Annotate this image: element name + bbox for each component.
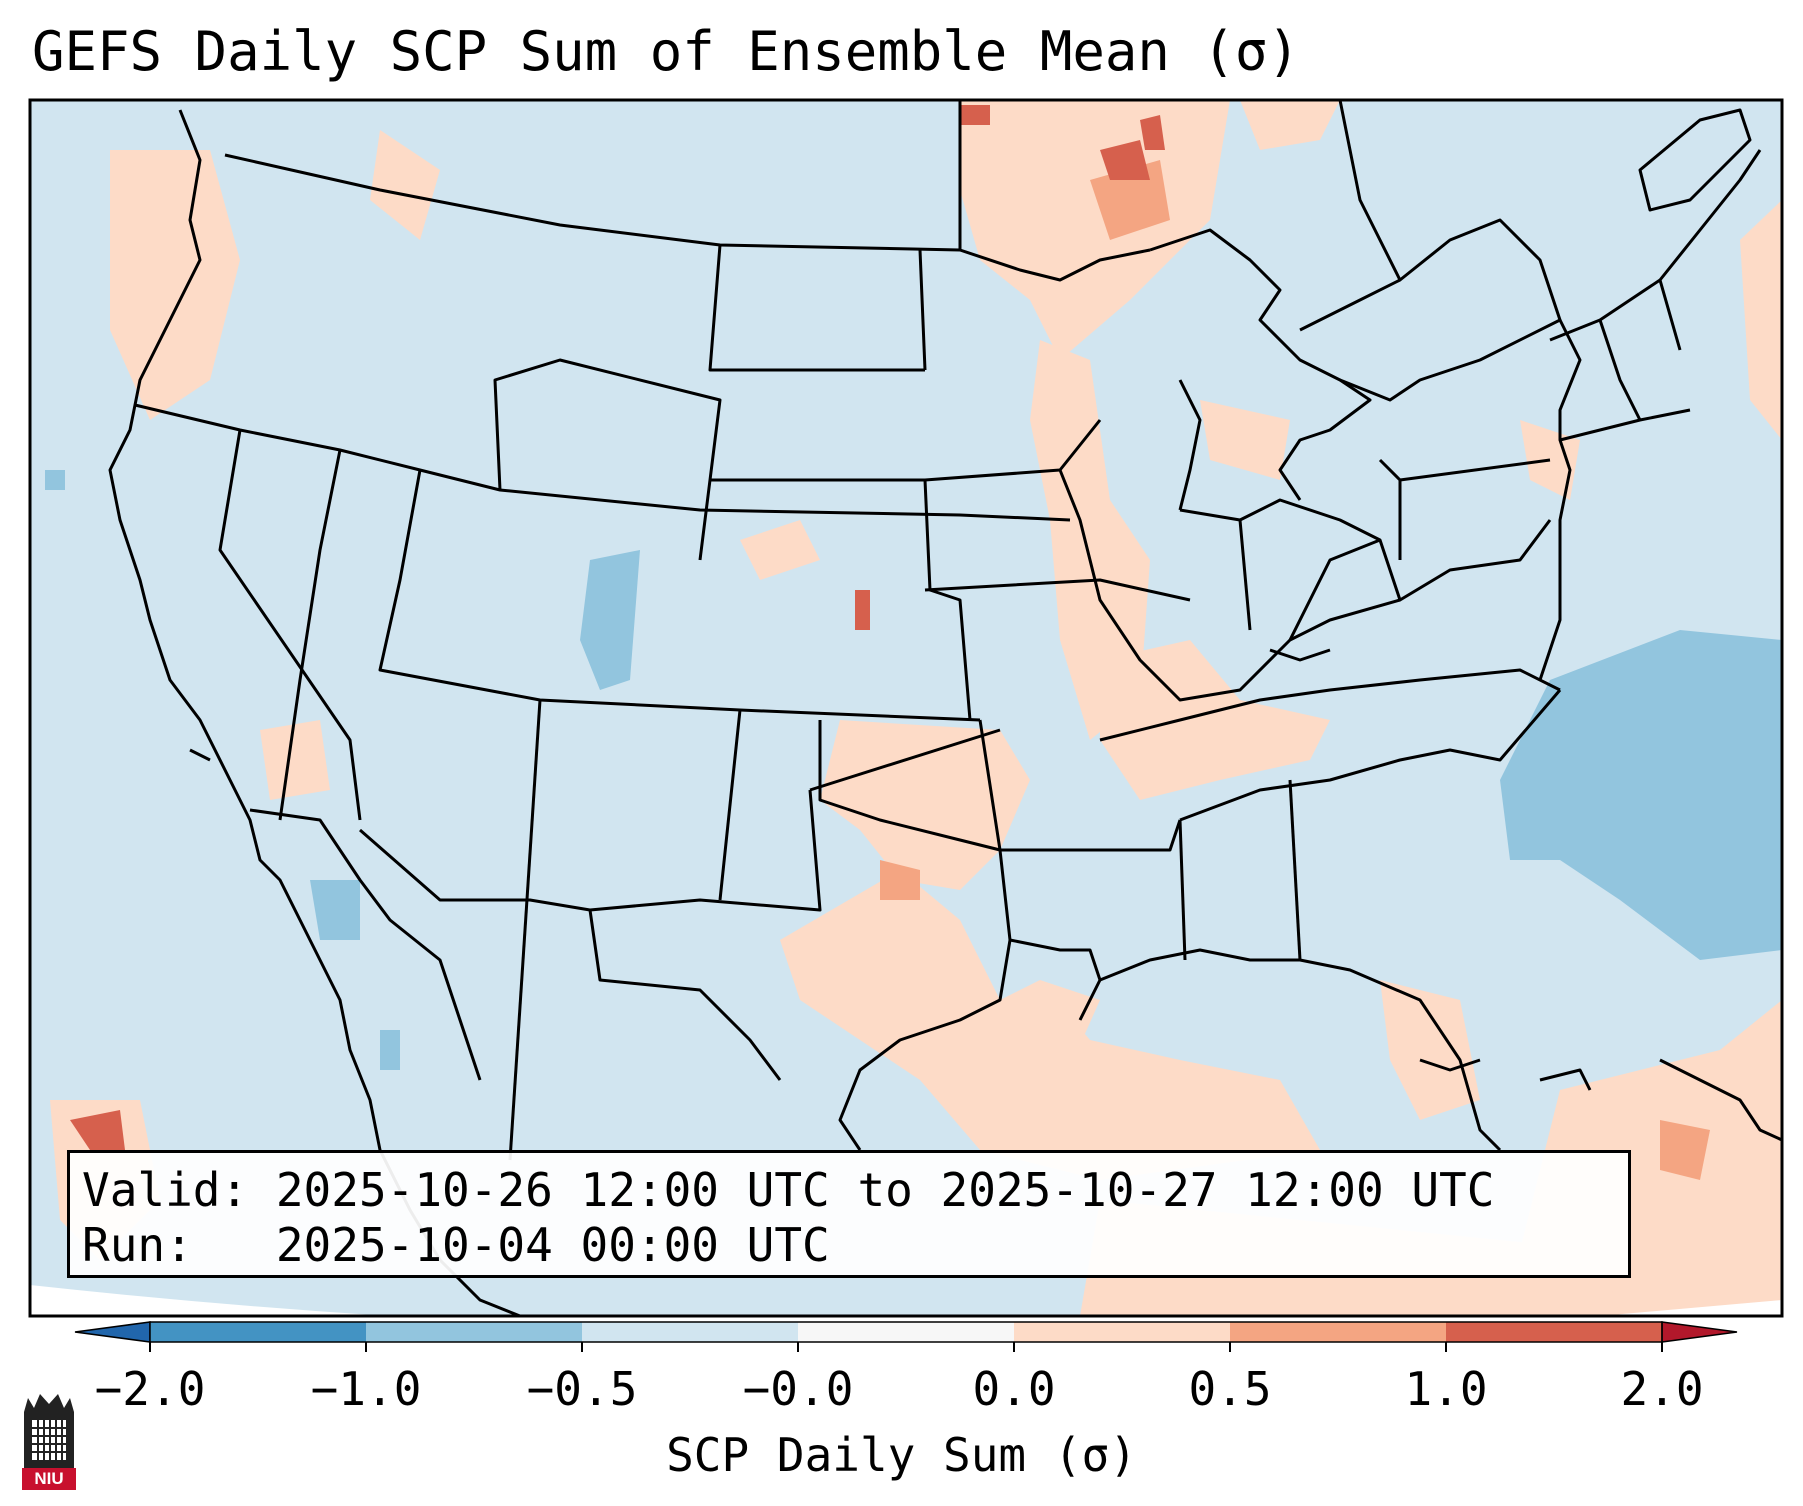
colorbar-label: SCP Daily Sum (σ) [666, 1428, 1137, 1482]
anomaly-field [45, 100, 1782, 1316]
niu-castle-logo-icon: NIU [22, 1392, 76, 1490]
map-background [30, 100, 1782, 1316]
colorbar-tick-label: 2.0 [1620, 1362, 1704, 1416]
colorbar [74, 1321, 1738, 1352]
colorbar-bin [150, 1322, 366, 1342]
colorbar-bin [1446, 1322, 1662, 1342]
colorbar-tick-label: −0.0 [742, 1362, 854, 1416]
colorbar-bin [1014, 1322, 1230, 1342]
colorbar-tick-label: 0.0 [972, 1362, 1056, 1416]
valid-time-text: Valid: 2025-10-26 12:00 UTC to 2025-10-2… [82, 1163, 1495, 1217]
colorbar-bin [366, 1322, 582, 1342]
colorbar-tick-label: 0.5 [1188, 1362, 1272, 1416]
colorbar-bin [1230, 1322, 1446, 1342]
colorbar-tick-label: −0.5 [526, 1362, 638, 1416]
boundary-lines [108, 100, 1782, 1316]
colorbar-over-arrow [1661, 1321, 1738, 1343]
colorbar-tick-label: −2.0 [94, 1362, 206, 1416]
colorbar-bin [582, 1322, 798, 1342]
valid-run-info-box: Valid: 2025-10-26 12:00 UTC to 2025-10-2… [67, 1150, 1631, 1278]
map-title: GEFS Daily SCP Sum of Ensemble Mean (σ) [32, 20, 1300, 83]
run-time-text: Run: 2025-10-04 00:00 UTC [82, 1218, 830, 1272]
colorbar-tick-label: 1.0 [1404, 1362, 1488, 1416]
logo-text: NIU [22, 1468, 76, 1490]
colorbar-under-arrow [74, 1321, 151, 1343]
map-frame [28, 98, 1784, 1318]
colorbar-tick-label: −1.0 [310, 1362, 422, 1416]
colorbar-outline [149, 1321, 1663, 1343]
colorbar-bin [798, 1322, 1014, 1342]
castle-icon [24, 1394, 74, 1468]
